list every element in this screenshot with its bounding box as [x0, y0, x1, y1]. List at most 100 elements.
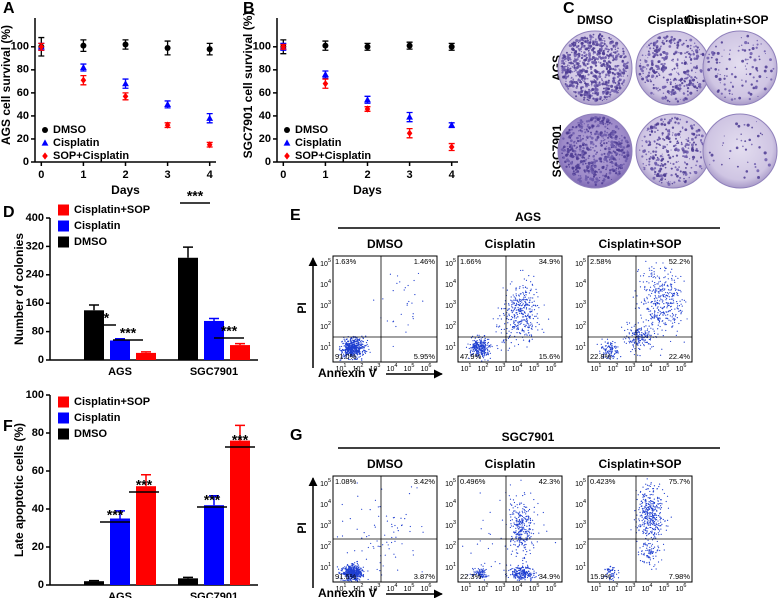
colony: [563, 145, 566, 148]
colony: [578, 130, 579, 131]
flow-dot: [658, 293, 659, 294]
flow-dot: [653, 308, 654, 309]
flow-dot: [476, 346, 477, 347]
flow-dot: [351, 341, 352, 342]
colony: [685, 173, 688, 176]
flow-dot: [349, 349, 350, 350]
flow-dot: [354, 550, 355, 551]
colony: [627, 150, 628, 151]
colony: [603, 50, 605, 52]
flow-dot: [521, 570, 522, 571]
colony: [608, 124, 609, 125]
colony: [667, 154, 669, 156]
flow-dot: [525, 291, 526, 292]
flow-dot: [526, 318, 527, 319]
colony: [640, 63, 641, 64]
colony: [744, 140, 746, 142]
colony: [691, 167, 693, 169]
y-tick-label: 105: [575, 258, 586, 267]
flow-dot: [481, 338, 482, 339]
colony: [734, 98, 736, 100]
flow-dot: [658, 281, 659, 282]
colony: [647, 127, 650, 130]
flow-dot: [355, 350, 356, 351]
flow-dot: [629, 322, 630, 323]
flow-dot: [650, 302, 651, 303]
data-point: [80, 43, 86, 49]
flow-dot: [648, 294, 649, 295]
colony: [595, 70, 598, 73]
colony: [642, 66, 645, 69]
flow-dot: [638, 341, 639, 342]
colony: [609, 42, 612, 45]
x-tick-label: 106: [421, 583, 432, 592]
flow-dot: [674, 280, 675, 281]
colony: [616, 87, 618, 89]
colony: [608, 129, 609, 130]
flow-dot: [526, 288, 527, 289]
colony: [591, 134, 592, 135]
flow-dot: [528, 275, 529, 276]
colony: [606, 167, 608, 169]
flow-dot: [351, 568, 352, 569]
flow-dot: [386, 515, 387, 516]
flow-dot: [605, 350, 606, 351]
y-tick-label: 101: [575, 342, 586, 351]
flow-dot: [648, 320, 649, 321]
colony: [647, 130, 648, 131]
flow-dot: [492, 346, 493, 347]
colony: [707, 68, 710, 71]
flow-dot: [522, 569, 523, 570]
flow-dot: [370, 543, 371, 544]
colony: [644, 59, 645, 60]
colony: [642, 163, 644, 165]
flow-dot: [522, 304, 523, 305]
colony: [606, 146, 607, 147]
column-label: DMSO: [577, 13, 613, 27]
colony: [609, 161, 611, 163]
flow-dot: [391, 542, 392, 543]
y-tick-label: 101: [320, 562, 331, 571]
colony: [657, 157, 659, 159]
colony: [608, 71, 611, 74]
colony: [627, 152, 630, 155]
flow-dot: [520, 310, 521, 311]
y-tick-label: 105: [445, 258, 456, 267]
flow-dot: [658, 295, 659, 296]
colony: [580, 160, 583, 163]
flow-dot: [476, 343, 477, 344]
colony: [608, 135, 610, 137]
colony: [724, 88, 726, 90]
flow-dot: [361, 570, 362, 571]
colony: [593, 158, 595, 160]
colony: [598, 73, 599, 74]
colony: [594, 150, 596, 152]
flow-dot: [649, 326, 650, 327]
flow-dot: [363, 341, 364, 342]
colony: [721, 93, 723, 95]
flow-dot: [525, 294, 526, 295]
colony: [732, 94, 733, 95]
colony: [595, 38, 596, 39]
flow-dot: [358, 572, 359, 573]
flow-dot: [526, 307, 527, 308]
colony: [672, 156, 674, 158]
flow-dot: [530, 324, 531, 325]
colony: [569, 144, 571, 146]
colony: [673, 38, 676, 41]
colony: [611, 159, 612, 160]
colony: [649, 47, 651, 49]
bar: [136, 486, 156, 585]
tick-base: 10: [575, 282, 583, 289]
colony: [618, 149, 621, 152]
colony: [762, 134, 763, 135]
colony: [673, 181, 675, 183]
colony: [589, 36, 592, 39]
flow-dot: [526, 346, 527, 347]
colony: [686, 45, 689, 48]
flow-dot: [522, 270, 523, 271]
flow-dot: [412, 316, 413, 317]
flow-dot: [665, 268, 666, 269]
tick-exponent: 3: [583, 300, 586, 306]
flow-dot: [504, 342, 505, 343]
